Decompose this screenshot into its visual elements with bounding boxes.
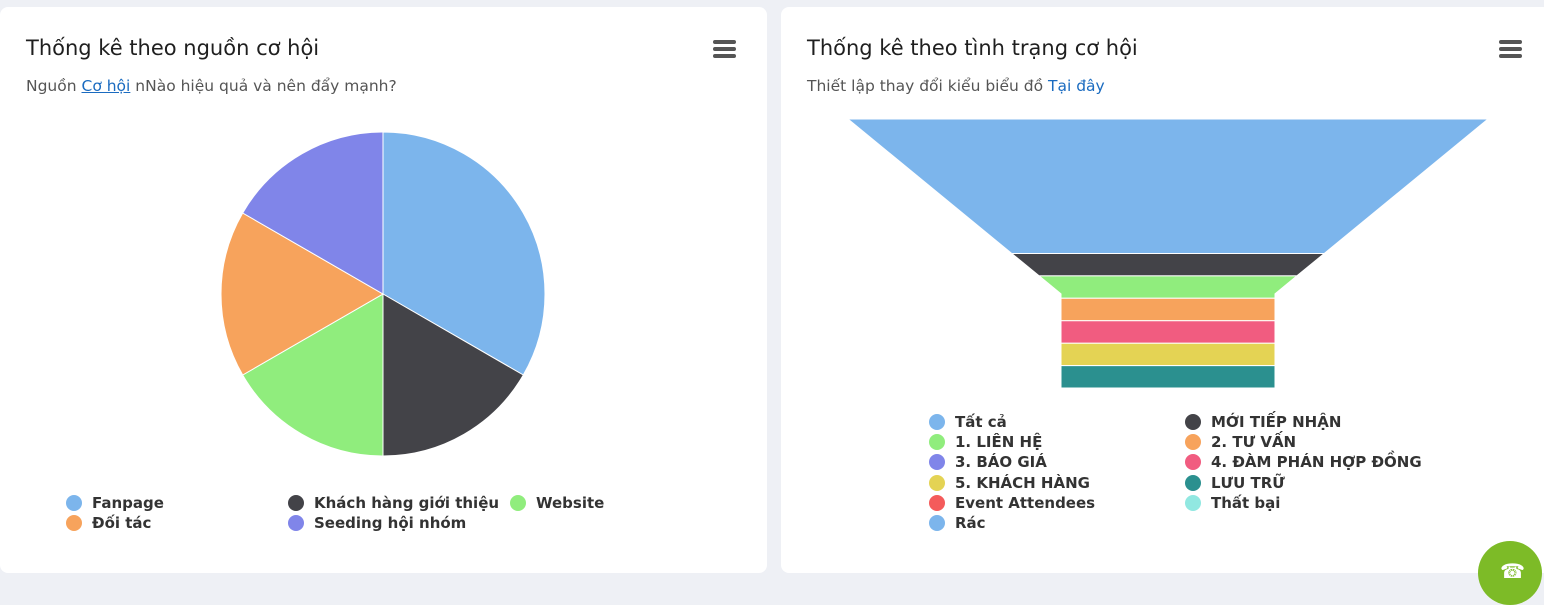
card-title: Thống kê theo nguồn cơ hội (26, 36, 320, 60)
legend-label: 4. ĐÀM PHÁN HỢP ĐỒNG (1211, 453, 1422, 472)
legend-item[interactable]: Đối tác (66, 514, 151, 532)
status-stats-card: Thống kê theo tình trạng cơ hội Thiết lậ… (781, 7, 1544, 573)
legend-marker (929, 494, 945, 511)
legend-marker (1185, 414, 1201, 430)
legend-item[interactable]: 3. BÁO GIÁ (929, 453, 1047, 471)
card-subtitle: Nguồn Cơ hội nNào hiệu quả và nên đẩy mạ… (26, 77, 397, 95)
legend-marker (929, 414, 945, 430)
legend-item[interactable]: Thất bại (1185, 494, 1280, 512)
card-title: Thống kê theo tình trạng cơ hội (807, 36, 1138, 60)
legend-label: Đối tác (92, 514, 152, 532)
legend-label: 2. TƯ VẤN (1211, 433, 1297, 452)
subtitle-text: Nguồn (26, 77, 82, 95)
funnel-segment-0[interactable] (846, 118, 1490, 254)
legend-marker (288, 495, 304, 511)
legend-marker (510, 495, 526, 511)
phone-icon: ☎ (1500, 559, 1525, 583)
legend-label: Khách hàng giới thiệu (314, 494, 500, 512)
funnel-segment-6[interactable] (1060, 365, 1276, 389)
legend-item[interactable]: Seeding hội nhóm (288, 514, 466, 532)
legend-label: Seeding hội nhóm (314, 514, 467, 532)
legend-label: Fanpage (92, 494, 164, 512)
legend-marker (1185, 474, 1201, 491)
card-subtitle: Thiết lập thay đổi kiểu biểu đồ Tại đây (807, 77, 1105, 95)
pie-slice-3[interactable] (220, 212, 385, 376)
legend-label: 3. BÁO GIÁ (955, 453, 1047, 472)
legend-item[interactable]: 1. LIÊN HỆ (929, 433, 1042, 451)
hamburger-menu-icon[interactable] (1499, 40, 1522, 59)
legend-label: 5. KHÁCH HÀNG (955, 473, 1090, 492)
subtitle-text: nNào hiệu quả và nên đẩy mạnh? (130, 77, 397, 95)
pie-chart (220, 131, 546, 457)
legend-label: Event Attendees (955, 493, 1096, 512)
legend-item[interactable]: Tất cả (929, 413, 1007, 431)
pie-slice-1[interactable] (382, 293, 524, 457)
legend-item[interactable]: Fanpage (66, 494, 164, 512)
legend-marker (66, 515, 82, 531)
call-button[interactable]: ☎ (1478, 541, 1542, 605)
legend-marker (929, 434, 945, 451)
funnel-segment-4[interactable] (1060, 320, 1276, 344)
pie-slice-2[interactable] (242, 293, 384, 457)
pie-slice-4[interactable] (242, 131, 384, 295)
opportunity-link[interactable]: Cơ hội (81, 77, 131, 95)
source-stats-card: Thống kê theo nguồn cơ hội Nguồn Cơ hội … (0, 7, 767, 573)
legend-label: Rác (955, 514, 986, 532)
legend-label: MỚI TIẾP NHẬN (1211, 413, 1342, 431)
funnel-segment-2[interactable] (1037, 275, 1299, 299)
legend-item[interactable]: Website (510, 494, 604, 512)
legend-label: Thất bại (1211, 493, 1281, 512)
hamburger-menu-icon[interactable] (713, 40, 736, 59)
legend-item[interactable]: 4. ĐÀM PHÁN HỢP ĐỒNG (1185, 453, 1422, 471)
funnel-segment-1[interactable] (1010, 253, 1326, 277)
legend-item[interactable]: 2. TƯ VẤN (1185, 433, 1296, 451)
legend-item[interactable]: MỚI TIẾP NHẬN (1185, 413, 1341, 431)
legend-marker (929, 474, 945, 491)
legend-marker (1185, 454, 1201, 471)
legend-item[interactable]: Rác (929, 514, 986, 532)
legend-label: 1. LIÊN HỆ (955, 433, 1043, 452)
legend-marker (1185, 494, 1201, 511)
legend-item[interactable]: Event Attendees (929, 494, 1095, 512)
legend-label: Website (536, 494, 605, 512)
legend-item[interactable]: 5. KHÁCH HÀNG (929, 474, 1090, 492)
change-chart-link[interactable]: Tại đây (1048, 77, 1105, 95)
funnel-segment-3[interactable] (1060, 297, 1276, 322)
funnel-chart (846, 118, 1490, 389)
legend-marker (66, 495, 82, 511)
legend-item[interactable]: Khách hàng giới thiệu (288, 494, 499, 512)
legend-item[interactable]: LƯU TRỮ (1185, 474, 1285, 492)
funnel-segment-5[interactable] (1060, 342, 1276, 367)
subtitle-text: Thiết lập thay đổi kiểu biểu đồ (807, 77, 1049, 95)
legend-marker (288, 515, 304, 531)
legend-marker (929, 515, 945, 531)
legend-label: LƯU TRỮ (1211, 473, 1285, 492)
legend-marker (1185, 434, 1201, 451)
legend-label: Tất cả (955, 413, 1007, 431)
pie-slice-0[interactable] (382, 131, 546, 376)
legend-marker (929, 454, 945, 471)
